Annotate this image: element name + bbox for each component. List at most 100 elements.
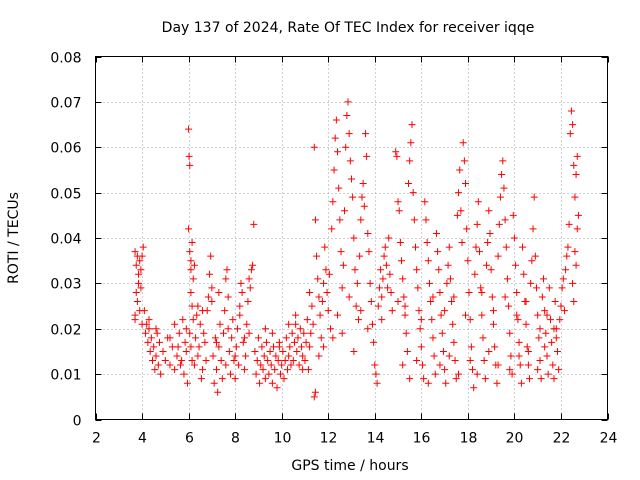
data-point — [571, 248, 579, 256]
data-point — [530, 193, 538, 201]
data-point — [193, 311, 201, 319]
data-point — [222, 361, 230, 369]
data-point — [394, 298, 402, 306]
data-point — [491, 343, 499, 351]
data-point — [455, 370, 463, 378]
data-point — [401, 302, 409, 310]
data-point — [520, 270, 528, 278]
data-point — [438, 329, 446, 337]
data-point — [466, 316, 474, 324]
data-point — [280, 375, 288, 383]
data-point — [274, 357, 282, 365]
data-point — [152, 325, 160, 333]
data-point — [244, 298, 252, 306]
data-point — [526, 375, 534, 383]
data-point — [345, 293, 353, 301]
data-point — [201, 338, 209, 346]
data-point — [341, 207, 349, 215]
data-point — [299, 366, 307, 374]
data-point — [246, 284, 254, 292]
data-point — [566, 130, 574, 138]
data-point — [338, 284, 346, 292]
data-point — [179, 316, 187, 324]
x-tick-label: 20 — [506, 431, 524, 447]
data-point — [486, 229, 494, 237]
data-point — [542, 329, 550, 337]
data-point — [350, 234, 358, 242]
data-point — [182, 347, 190, 355]
data-point — [444, 261, 452, 269]
data-point — [346, 157, 354, 165]
data-point — [459, 139, 467, 147]
data-point — [429, 293, 437, 301]
data-point — [138, 252, 146, 260]
data-point — [151, 366, 159, 374]
data-point — [493, 379, 501, 387]
data-point — [231, 375, 239, 383]
data-point — [569, 279, 577, 287]
x-tick-label: 14 — [367, 431, 385, 447]
data-point — [489, 320, 497, 328]
data-point — [150, 343, 158, 351]
data-point — [378, 316, 386, 324]
data-point — [443, 279, 451, 287]
data-point — [285, 320, 293, 328]
data-point — [196, 320, 204, 328]
data-point — [132, 288, 140, 296]
data-point — [558, 284, 566, 292]
data-point — [506, 366, 514, 374]
data-point — [357, 307, 365, 315]
data-point — [430, 352, 438, 360]
data-point — [423, 239, 431, 247]
data-point — [408, 121, 416, 129]
data-point — [535, 334, 543, 342]
data-point — [434, 248, 442, 256]
data-point — [288, 329, 296, 337]
data-point — [458, 239, 466, 247]
data-point — [410, 216, 418, 224]
data-point — [424, 257, 432, 265]
data-point — [332, 116, 340, 124]
data-point — [429, 334, 437, 342]
data-point — [380, 252, 388, 260]
data-point — [315, 352, 323, 360]
data-point — [406, 375, 414, 383]
data-point — [318, 298, 326, 306]
data-point — [173, 352, 181, 360]
data-point — [272, 352, 280, 360]
data-point — [185, 152, 193, 160]
data-point — [299, 352, 307, 360]
data-point — [501, 293, 509, 301]
data-point — [225, 347, 233, 355]
data-point — [507, 352, 515, 360]
data-point — [211, 334, 219, 342]
data-point — [261, 375, 269, 383]
data-point — [277, 370, 285, 378]
data-point — [240, 366, 248, 374]
data-point — [213, 366, 221, 374]
data-point — [271, 366, 279, 374]
data-point — [284, 366, 291, 374]
x-tick-label: 8 — [231, 431, 240, 447]
data-point — [215, 288, 223, 296]
data-point — [399, 361, 407, 369]
data-point — [208, 284, 216, 292]
data-point — [136, 257, 144, 265]
data-point — [437, 311, 445, 319]
data-point — [559, 275, 567, 283]
data-point — [388, 307, 396, 315]
chart-title: Day 137 of 2024, Rate Of TEC Index for r… — [162, 20, 535, 36]
data-point — [153, 329, 161, 337]
data-point — [466, 357, 474, 365]
data-point — [402, 329, 410, 337]
data-point — [513, 311, 521, 319]
data-point — [394, 198, 402, 206]
y-tick-label: 0.08 — [50, 51, 81, 67]
data-point — [360, 202, 368, 210]
data-point — [496, 193, 504, 201]
data-point — [235, 361, 243, 369]
data-point — [481, 375, 489, 383]
data-point — [505, 302, 513, 310]
data-point — [573, 225, 581, 233]
data-point — [393, 152, 401, 160]
